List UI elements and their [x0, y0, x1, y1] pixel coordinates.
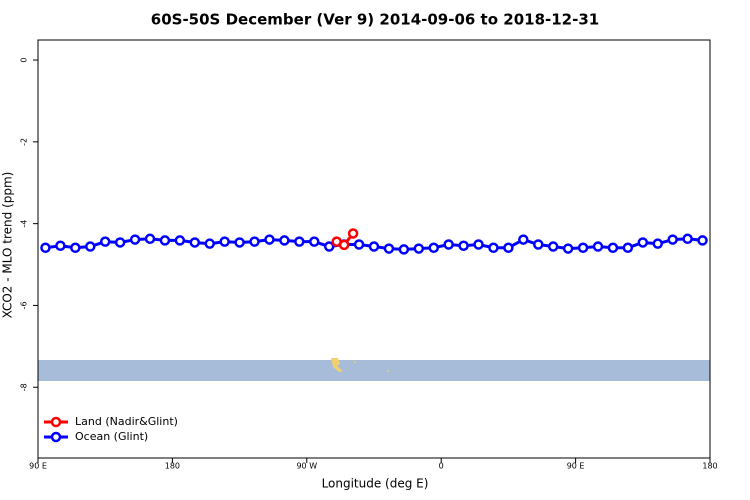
point — [189, 237, 201, 248]
point — [309, 236, 320, 247]
point — [99, 236, 111, 247]
point — [40, 242, 51, 254]
x-tick-label: 180 — [165, 462, 180, 471]
point — [428, 242, 439, 254]
point — [234, 237, 245, 248]
point — [398, 244, 410, 255]
chart-title: 60S-50S December (Ver 9) 2014-09-06 to 2… — [151, 11, 599, 29]
point — [368, 241, 380, 252]
point — [622, 242, 634, 254]
point — [264, 234, 275, 245]
point — [144, 233, 156, 245]
point — [383, 243, 395, 254]
point — [547, 241, 559, 252]
point — [279, 235, 290, 246]
point — [85, 241, 96, 252]
x-tick-label: 90 E — [567, 462, 585, 471]
legend-swatch-marker — [50, 431, 62, 443]
point — [174, 235, 186, 246]
point — [338, 239, 350, 251]
point — [697, 235, 708, 246]
point — [353, 239, 365, 250]
x-tick-label: 180 — [702, 462, 717, 471]
x-tick-label: 90 E — [29, 462, 47, 471]
y-tick-label: -8 — [20, 383, 29, 391]
point — [503, 242, 514, 254]
point — [607, 242, 619, 254]
y-tick-label: -6 — [20, 301, 29, 309]
point — [249, 236, 260, 247]
point — [70, 242, 81, 254]
point — [294, 236, 305, 247]
x-axis-label: Longitude (deg E) — [322, 477, 429, 491]
legend-label: Land (Nadir&Glint) — [75, 415, 178, 428]
y-tick-label: 0 — [20, 57, 29, 62]
point — [413, 243, 425, 254]
point — [667, 234, 678, 245]
point — [129, 234, 141, 245]
point — [219, 236, 230, 247]
point — [55, 240, 66, 251]
point — [323, 241, 335, 252]
legend-swatch-marker — [50, 416, 62, 428]
point — [577, 242, 589, 254]
point — [204, 238, 215, 249]
point — [637, 237, 649, 248]
point — [533, 239, 544, 250]
map-strip — [38, 358, 710, 381]
point — [652, 238, 663, 249]
point — [682, 233, 693, 245]
point — [473, 239, 484, 250]
x-tick-label: 0 — [439, 462, 444, 471]
point — [159, 235, 171, 246]
x-tick-label: 90 W — [296, 462, 317, 471]
plot-frame — [37, 39, 711, 459]
y-tick-label: -4 — [20, 220, 29, 228]
point — [518, 234, 529, 245]
point — [347, 228, 359, 239]
point — [488, 242, 499, 254]
point — [562, 243, 574, 254]
point — [592, 241, 604, 252]
y-axis-label: XCO2 - MLO trend (ppm) — [1, 172, 15, 319]
legend-label: Ocean (Glint) — [75, 430, 148, 443]
point — [458, 240, 469, 251]
point — [443, 239, 454, 250]
point — [114, 237, 126, 248]
y-tick-label: -2 — [20, 138, 29, 146]
